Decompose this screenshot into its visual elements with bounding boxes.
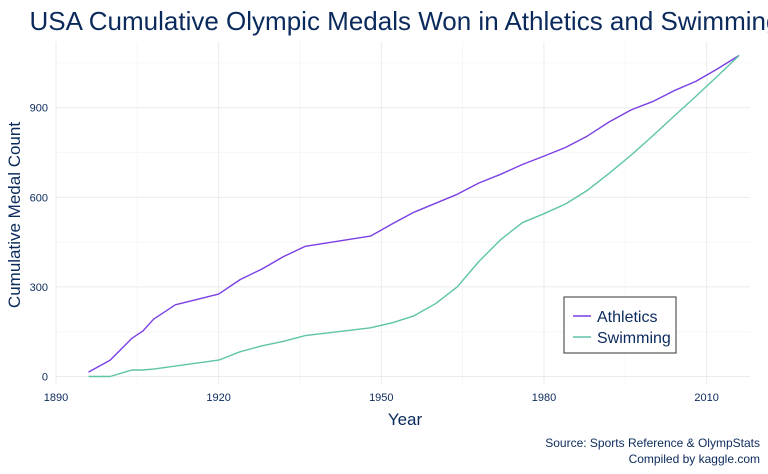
x-tick-label: 2010 <box>694 392 718 404</box>
legend: Athletics Swimming <box>563 296 677 354</box>
y-tick-label: 600 <box>30 192 48 204</box>
series-line-swimming <box>88 54 740 378</box>
x-tick-label: 1920 <box>206 392 230 404</box>
y-tick-label: 300 <box>30 282 48 294</box>
grid <box>55 42 750 384</box>
caption-compiled: Compiled by kaggle.com <box>629 452 760 466</box>
series-lines <box>88 54 740 378</box>
y-tick-label: 0 <box>42 372 48 384</box>
legend-label-athletics: Athletics <box>597 309 657 326</box>
x-tick-labels: 1890 1920 1950 1980 2010 <box>44 392 719 404</box>
legend-box <box>563 296 677 354</box>
y-tick-labels: 0 300 600 900 <box>30 103 48 384</box>
chart-title: USA Cumulative Olympic Medals Won in Ath… <box>30 6 768 36</box>
x-tick-label: 1980 <box>532 392 556 404</box>
legend-label-swimming: Swimming <box>597 330 671 347</box>
series-line-athletics <box>88 54 740 373</box>
x-tick-label: 1890 <box>44 392 68 404</box>
y-tick-label: 900 <box>30 103 48 115</box>
y-axis-title: Cumulative Medal Count <box>5 122 24 308</box>
caption-source: Source: Sports Reference & OlympStats <box>545 436 760 450</box>
x-axis-title: Year <box>388 410 423 429</box>
x-tick-label: 1950 <box>369 392 393 404</box>
